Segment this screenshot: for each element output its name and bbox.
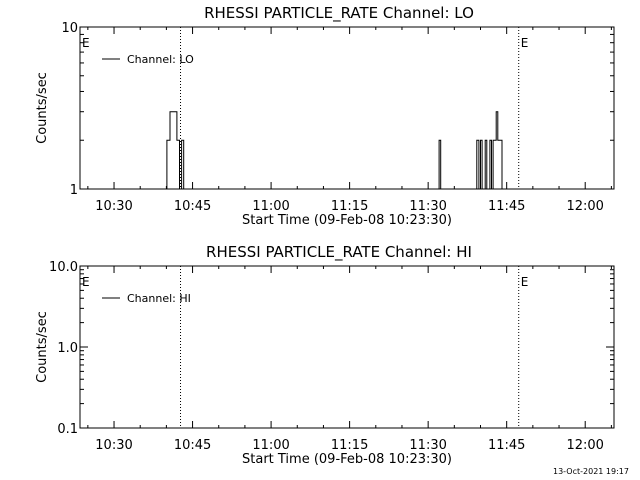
x-tick-label: 11:00 — [252, 438, 289, 453]
y-axis-label: Counts/sec — [35, 72, 50, 144]
chart-title: RHESSI PARTICLE_RATE Channel: HI — [206, 243, 472, 262]
chart-panel-lo: RHESSI PARTICLE_RATE Channel: LO 10:30 10:… — [35, 4, 615, 228]
plot-frame — [79, 265, 615, 429]
x-tick-label: 10:30 — [95, 199, 132, 214]
plot-frame — [79, 26, 615, 190]
vertical-marker-label: E — [521, 36, 529, 50]
x-tick-label: 10:30 — [95, 438, 132, 453]
chart-title: RHESSI PARTICLE_RATE Channel: LO — [204, 4, 474, 23]
x-axis-label: Start Time (09-Feb-08 10:23:30) — [242, 213, 452, 228]
x-tick-label: 10:45 — [174, 199, 211, 214]
vertical-marker-label: E — [521, 275, 529, 289]
page-stamp: 13-Oct-2021 19:17 — [553, 467, 629, 476]
x-tick-label: 11:45 — [488, 438, 525, 453]
x-tick-label: 11:30 — [409, 438, 446, 453]
x-tick-label: 11:30 — [409, 199, 446, 214]
vertical-marker-label: E — [82, 36, 90, 50]
x-tick-label: 11:45 — [488, 199, 525, 214]
legend-entry: Channel: LO — [127, 53, 194, 66]
y-tick-label: 10.0 — [49, 260, 78, 275]
x-tick-label: 11:00 — [252, 199, 289, 214]
x-axis-label: Start Time (09-Feb-08 10:23:30) — [242, 452, 452, 467]
vertical-marker-label: E — [82, 275, 90, 289]
y-tick-label: 10 — [61, 21, 78, 36]
chart-panel-hi: RHESSI PARTICLE_RATE Channel: HI 10:30 10:… — [35, 243, 615, 467]
y-tick-label: 1 — [70, 183, 78, 198]
x-tick-label: 11:15 — [331, 438, 368, 453]
legend-entry: Channel: HI — [127, 292, 191, 305]
y-axis-label: Counts/sec — [35, 311, 50, 383]
y-tick-label: 1.0 — [57, 341, 78, 356]
x-tick-label: 12:00 — [566, 199, 603, 214]
series-line-channel-lo — [80, 111, 614, 189]
x-tick-label: 12:00 — [566, 438, 603, 453]
x-tick-label: 11:15 — [331, 199, 368, 214]
x-tick-label: 10:45 — [174, 438, 211, 453]
y-tick-label: 0.1 — [57, 422, 78, 437]
